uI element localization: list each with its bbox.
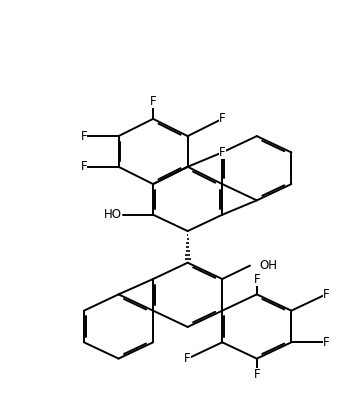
Text: F: F bbox=[323, 336, 329, 349]
Text: F: F bbox=[184, 352, 191, 365]
Text: F: F bbox=[253, 368, 260, 381]
Text: OH: OH bbox=[260, 259, 278, 272]
Text: F: F bbox=[150, 95, 157, 108]
Text: F: F bbox=[81, 160, 87, 173]
Text: F: F bbox=[253, 273, 260, 285]
Text: F: F bbox=[219, 146, 226, 159]
Text: F: F bbox=[323, 288, 329, 301]
Text: F: F bbox=[81, 130, 87, 143]
Text: HO: HO bbox=[104, 208, 122, 221]
Text: F: F bbox=[219, 112, 226, 125]
